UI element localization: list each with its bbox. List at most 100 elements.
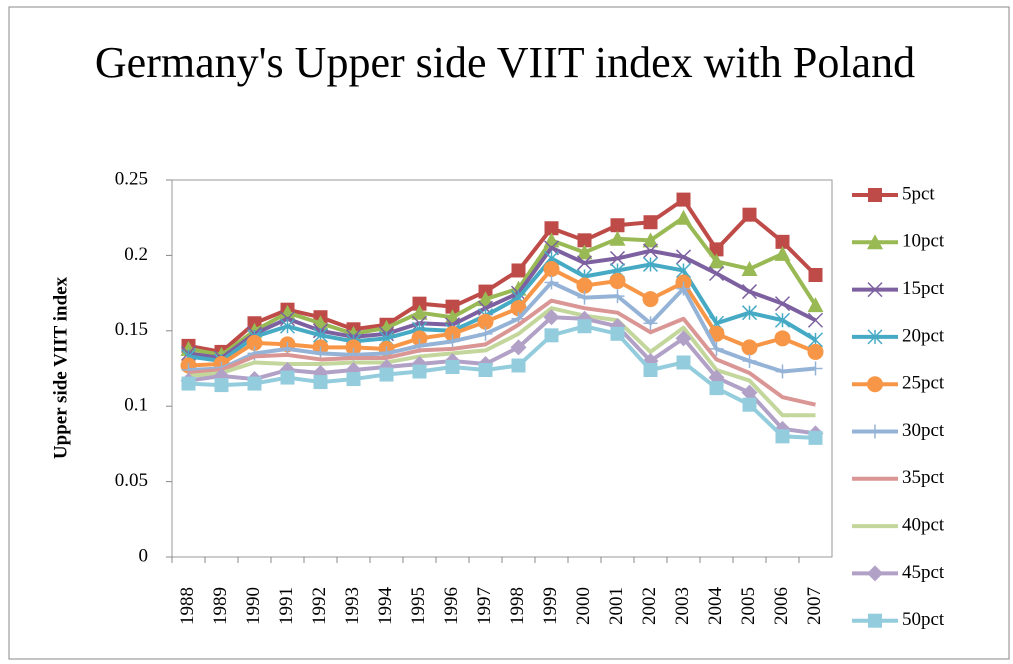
data-point bbox=[708, 253, 725, 269]
data-point bbox=[775, 234, 790, 249]
data-point bbox=[709, 341, 724, 356]
data-point bbox=[642, 256, 659, 272]
legend-label: 35pct bbox=[902, 467, 945, 488]
data-point bbox=[544, 328, 559, 343]
data-point bbox=[543, 309, 560, 326]
data-point bbox=[808, 430, 823, 445]
x-tick-label: 2000 bbox=[573, 587, 594, 625]
chart-title: Germany's Upper side VIIT index with Pol… bbox=[94, 38, 916, 87]
data-point bbox=[411, 330, 428, 347]
x-tick-label: 2003 bbox=[672, 587, 693, 625]
legend-marker bbox=[867, 329, 883, 345]
data-point bbox=[742, 353, 757, 368]
data-point bbox=[609, 273, 626, 290]
data-point bbox=[709, 381, 724, 396]
data-point bbox=[774, 312, 791, 328]
series-line bbox=[188, 280, 816, 374]
data-point bbox=[610, 289, 625, 304]
data-point bbox=[609, 230, 626, 246]
data-point bbox=[807, 297, 824, 313]
data-point bbox=[445, 359, 460, 374]
data-point bbox=[610, 326, 625, 341]
data-point bbox=[511, 263, 526, 278]
y-tick-label: 0 bbox=[139, 545, 149, 566]
data-point bbox=[741, 339, 758, 356]
data-point bbox=[279, 311, 296, 327]
y-tick-label: 0.05 bbox=[115, 470, 148, 491]
legend-label: 50pct bbox=[902, 609, 945, 630]
legend-label: 15pct bbox=[902, 278, 945, 299]
data-point bbox=[379, 367, 394, 382]
data-point bbox=[775, 429, 790, 444]
data-point bbox=[411, 304, 428, 320]
data-point bbox=[478, 326, 493, 341]
data-point bbox=[444, 325, 461, 342]
data-point bbox=[808, 268, 823, 283]
data-point bbox=[577, 319, 592, 334]
data-point bbox=[775, 364, 790, 379]
data-point bbox=[543, 260, 560, 277]
series-line bbox=[188, 215, 818, 357]
data-point bbox=[774, 330, 791, 347]
data-point bbox=[576, 244, 593, 260]
data-point bbox=[543, 240, 560, 256]
data-point bbox=[742, 397, 757, 412]
data-point bbox=[675, 209, 692, 225]
data-point bbox=[246, 334, 263, 351]
data-point bbox=[345, 339, 362, 356]
data-point bbox=[807, 312, 824, 328]
data-point bbox=[675, 330, 692, 347]
data-point bbox=[709, 242, 724, 257]
y-axis-label: Upper side VIIT index bbox=[50, 276, 71, 459]
data-point bbox=[544, 221, 559, 236]
x-tick-label: 1991 bbox=[276, 587, 297, 625]
y-tick-label: 0.25 bbox=[115, 168, 148, 189]
data-point bbox=[445, 334, 460, 349]
data-point bbox=[346, 372, 361, 387]
data-point bbox=[708, 265, 725, 282]
data-point bbox=[412, 364, 427, 379]
legend-marker bbox=[867, 565, 883, 582]
data-point bbox=[774, 245, 791, 261]
legend-label: 5pct bbox=[902, 183, 935, 204]
data-point bbox=[477, 291, 494, 307]
data-point bbox=[676, 281, 691, 296]
legend-marker bbox=[868, 424, 882, 439]
data-point bbox=[445, 299, 460, 314]
data-point bbox=[577, 290, 592, 305]
legend-label: 20pct bbox=[902, 325, 945, 346]
series-line bbox=[188, 256, 817, 363]
x-tick-label: 2007 bbox=[804, 587, 825, 625]
x-tick-label: 2006 bbox=[771, 587, 792, 625]
data-point bbox=[313, 375, 328, 390]
data-point bbox=[577, 233, 592, 248]
x-tick-label: 1993 bbox=[342, 587, 363, 625]
data-point bbox=[741, 384, 758, 401]
data-point bbox=[214, 378, 229, 393]
data-point bbox=[181, 376, 196, 391]
data-point bbox=[576, 277, 593, 294]
data-point bbox=[510, 339, 527, 356]
x-tick-label: 1998 bbox=[507, 587, 528, 625]
legend-label: 40pct bbox=[902, 514, 945, 535]
data-point bbox=[511, 358, 526, 373]
data-point bbox=[610, 218, 625, 233]
x-tick-label: 1992 bbox=[309, 587, 330, 625]
data-point bbox=[279, 318, 296, 334]
data-point bbox=[544, 275, 559, 290]
data-point bbox=[676, 355, 691, 370]
legend-marker bbox=[867, 282, 883, 298]
data-point bbox=[741, 260, 758, 276]
data-point bbox=[247, 376, 262, 391]
data-point bbox=[642, 232, 659, 248]
data-point bbox=[279, 304, 296, 320]
legend-label: 30pct bbox=[902, 420, 945, 441]
data-point bbox=[280, 370, 295, 385]
y-tick-label: 0.2 bbox=[124, 244, 148, 265]
x-tick-label: 1988 bbox=[177, 587, 198, 625]
data-point bbox=[642, 291, 659, 308]
legend-marker bbox=[867, 234, 883, 250]
x-tick-label: 2001 bbox=[606, 587, 627, 625]
x-tick-label: 1995 bbox=[408, 587, 429, 625]
